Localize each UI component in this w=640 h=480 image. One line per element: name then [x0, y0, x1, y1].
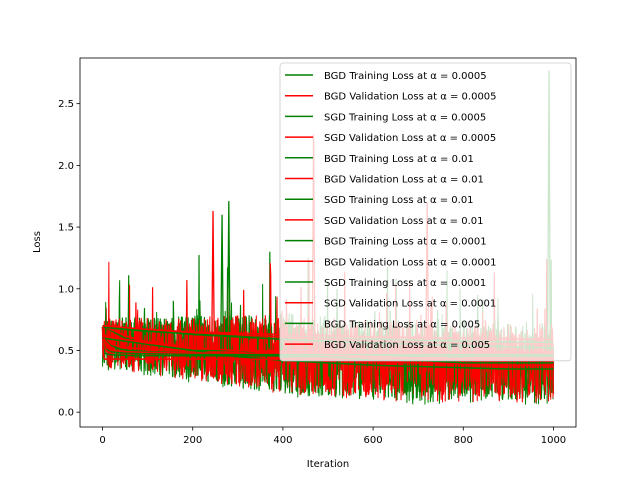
x-tick-label: 800 — [454, 435, 473, 446]
legend-label: SGD Validation Loss at α = 0.0005 — [324, 133, 496, 144]
legend-label: SGD Validation Loss at α = 0.01 — [324, 216, 483, 227]
legend-label: BGD Training Loss at α = 0.0005 — [324, 71, 487, 82]
legend-box — [279, 62, 572, 362]
y-tick-label: 2.0 — [58, 161, 74, 172]
training-spike — [226, 201, 231, 357]
legend-label: BGD Validation Loss at α = 0.01 — [324, 175, 484, 186]
legend: BGD Training Loss at α = 0.0005 BGD Valid… — [279, 62, 572, 362]
legend-label: BGD Validation Loss at α = 0.005 — [324, 340, 490, 351]
y-tick-label: 1.5 — [58, 223, 74, 234]
legend-label: BGD Training Loss at α = 0.005 — [324, 319, 480, 330]
y-tick-label: 2.5 — [58, 99, 74, 110]
legend-label: SGD Training Loss at α = 0.01 — [324, 195, 474, 206]
x-tick-label: 1000 — [541, 435, 566, 446]
y-tick-label: 0.5 — [58, 346, 74, 357]
y-axis-label: Loss — [32, 231, 43, 253]
legend-label: BGD Validation Loss at α = 0.0001 — [324, 257, 497, 268]
y-axis-ticks: 0.0 0.5 1.0 1.5 2.0 2.5 — [58, 99, 80, 419]
legend-label: SGD Validation Loss at α = 0.0001 — [324, 299, 496, 310]
x-axis-label: Iteration — [307, 459, 349, 470]
x-tick-label: 200 — [183, 435, 202, 446]
x-tick-label: 600 — [364, 435, 383, 446]
legend-label: BGD Training Loss at α = 0.0001 — [324, 237, 487, 248]
plot-frame — [79, 57, 577, 428]
training-spike — [220, 214, 225, 357]
x-axis-ticks: 0 200 400 600 800 1000 — [99, 427, 566, 446]
legend-label: BGD Validation Loss at α = 0.0005 — [324, 92, 497, 103]
x-tick-label: 0 — [99, 435, 105, 446]
y-tick-label: 0.0 — [58, 408, 74, 419]
legend-label: SGD Training Loss at α = 0.0001 — [324, 278, 486, 289]
x-tick-label: 400 — [273, 435, 292, 446]
legend-label: BGD Training Loss at α = 0.01 — [324, 154, 474, 165]
y-tick-label: 1.0 — [58, 284, 74, 295]
legend-label: SGD Training Loss at α = 0.0005 — [324, 112, 486, 123]
validation-spike — [211, 211, 216, 357]
